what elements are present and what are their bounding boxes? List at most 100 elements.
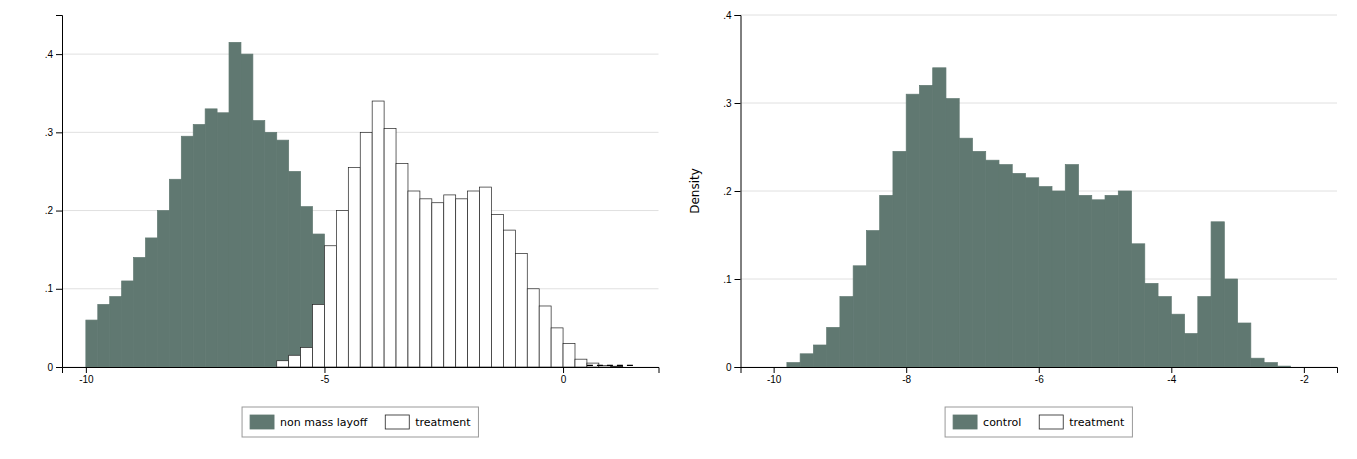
y-tick-mark: [56, 367, 62, 368]
y-tick: 0: [726, 362, 741, 373]
bar: [229, 367, 241, 368]
bar: [86, 367, 98, 368]
x-tick-label: -6: [1035, 374, 1044, 385]
bar: [146, 367, 158, 368]
bar: [157, 211, 169, 367]
y-axis-line: [56, 16, 63, 368]
bar: [933, 68, 946, 367]
y-tick: .4: [723, 10, 740, 21]
y-tick: 0: [47, 362, 62, 373]
bar: [491, 214, 503, 367]
y-tick-mark: [735, 279, 741, 280]
bar: [277, 140, 289, 367]
bar: [277, 361, 289, 367]
bar: [800, 354, 813, 367]
legend-label: control: [983, 416, 1021, 429]
bar: [456, 199, 468, 367]
bar: [635, 367, 647, 368]
bar: [623, 367, 635, 368]
bar: [110, 367, 122, 368]
grid-line: [62, 54, 659, 55]
y-axis-title: Density: [688, 168, 702, 214]
y-axis: 0.1.2.3.4: [45, 16, 63, 373]
x-tick-mark: [906, 367, 907, 373]
legend-swatch: [1039, 415, 1063, 429]
bar: [1238, 323, 1251, 367]
y-tick-mark: [735, 103, 741, 104]
y-tick-label: .2: [45, 205, 54, 216]
chart-figure: -10-500.1.2.3.4non mass layofftreatment-…: [0, 0, 1357, 459]
x-tick-mark: [1039, 367, 1040, 373]
bar: [1277, 366, 1290, 367]
bar: [134, 367, 146, 368]
bar: [265, 132, 277, 367]
bar: [1145, 283, 1158, 367]
bar: [999, 165, 1012, 367]
bar: [539, 306, 551, 367]
bar: [253, 121, 265, 367]
x-tick: 0: [561, 367, 567, 385]
x-tick-label: -4: [1167, 374, 1176, 385]
bar: [1039, 187, 1052, 367]
bar: [396, 164, 408, 367]
bar: [1211, 222, 1224, 367]
bar: [866, 231, 879, 367]
bar: [946, 99, 959, 367]
bar: [623, 367, 635, 368]
bar: [611, 367, 623, 368]
grid: [62, 54, 659, 367]
bar: [919, 85, 932, 367]
bar: [635, 367, 647, 368]
bar: [336, 211, 348, 367]
bar: [241, 367, 253, 368]
y-tick-mark: [56, 211, 62, 212]
x-tick: -4: [1167, 367, 1176, 385]
y-tick: .2: [45, 205, 62, 216]
y-tick: .1: [723, 274, 740, 285]
y-tick: .2: [723, 186, 740, 197]
x-tick: -5: [321, 367, 330, 385]
bar: [840, 297, 853, 367]
bar: [205, 367, 217, 368]
x-axis: -10 -5 0: [63, 367, 660, 385]
bar: [98, 304, 110, 367]
bar: [360, 132, 372, 367]
y-tick-label: .1: [723, 274, 732, 285]
bar: [313, 234, 325, 367]
bar: [1079, 195, 1092, 367]
bar: [515, 254, 527, 367]
legend: controltreatment: [945, 407, 1132, 437]
bar: [169, 367, 181, 368]
bar: [1224, 279, 1237, 367]
bar: [1158, 297, 1171, 367]
legend-swatch: [385, 415, 409, 429]
x-tick: -10: [767, 367, 782, 385]
bar: [1092, 200, 1105, 367]
x-tick-label: -10: [79, 374, 94, 385]
x-tick-mark: [774, 367, 775, 373]
bar: [289, 355, 301, 367]
bar: [265, 367, 277, 368]
y-tick-label: .4: [723, 10, 732, 21]
bar: [551, 328, 563, 367]
bar: [408, 191, 420, 367]
x-axis: -10-8-6-4-2: [741, 367, 1338, 385]
bar: [86, 320, 98, 367]
x-tick: -10: [79, 367, 94, 385]
bar: [1065, 165, 1078, 367]
bar: [217, 113, 229, 367]
bar-series: [86, 42, 492, 367]
line: [587, 365, 635, 366]
bar: [122, 281, 134, 367]
x-tick-mark: [1304, 367, 1305, 373]
bar: [1251, 358, 1264, 367]
y-tick-label: 0: [726, 362, 732, 373]
bar: [122, 367, 134, 368]
grid-line: [741, 103, 1338, 104]
bar: [217, 367, 229, 368]
y-tick: .3: [723, 98, 740, 109]
x-axis-line: [741, 368, 1338, 374]
legend-label: treatment: [415, 416, 471, 429]
bar: [813, 345, 826, 367]
bar: [169, 179, 181, 367]
